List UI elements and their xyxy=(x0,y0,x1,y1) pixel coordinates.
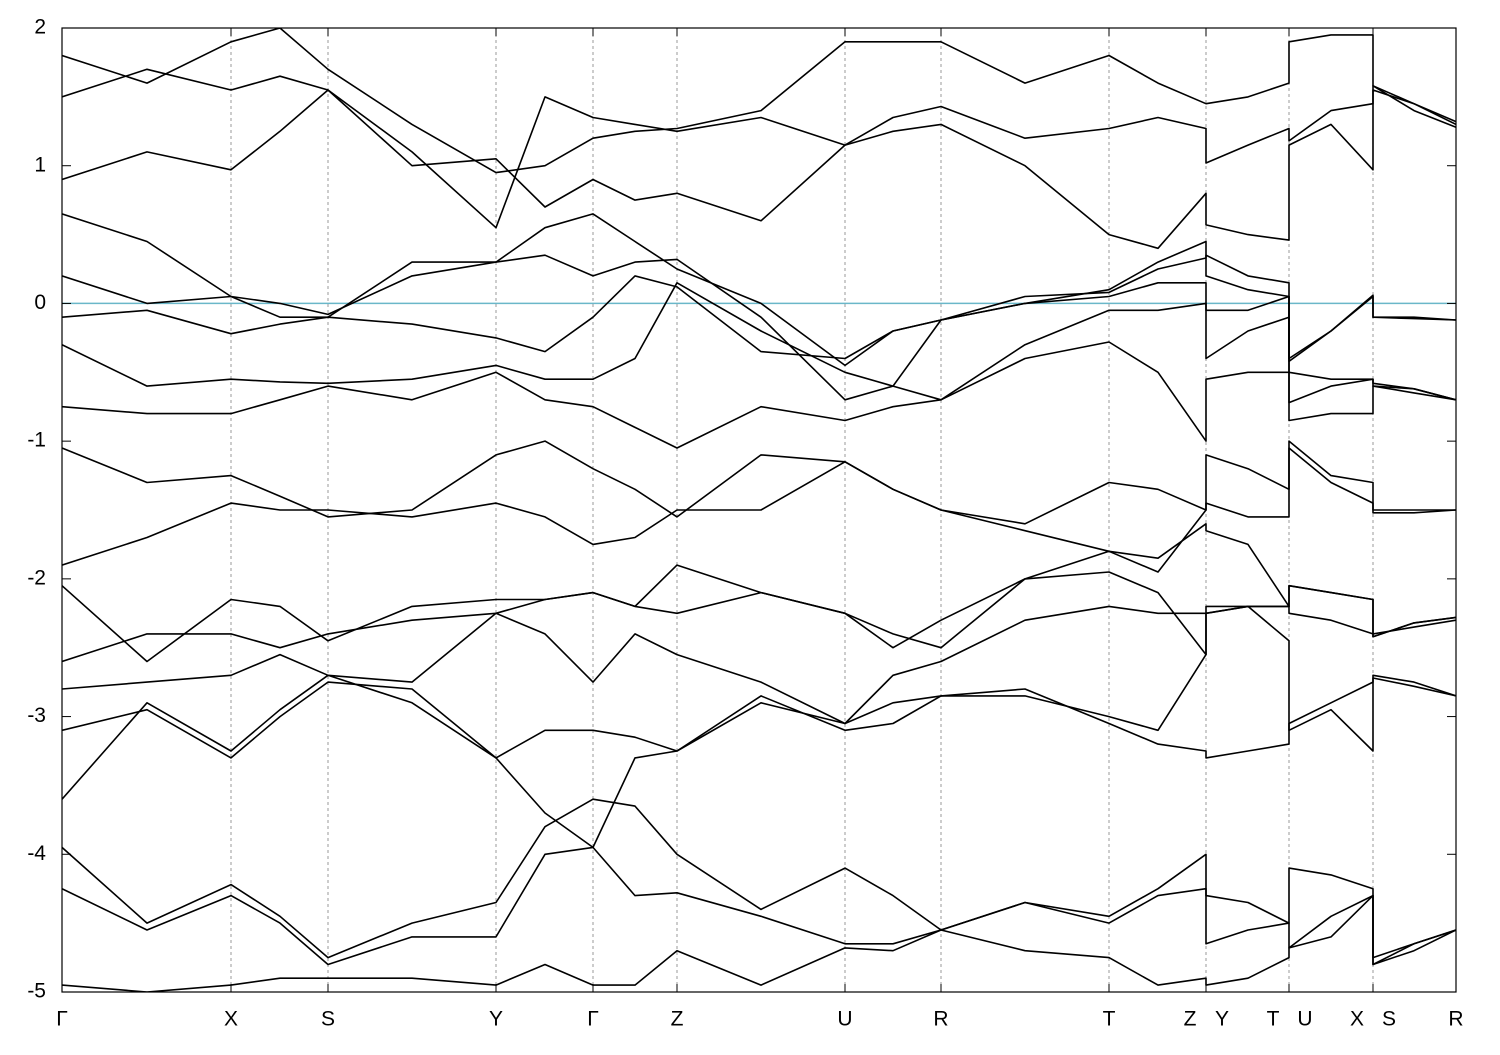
band-line xyxy=(62,282,1456,401)
band-line xyxy=(62,564,1456,663)
plot-frame xyxy=(61,27,1457,993)
x-tick-label: R xyxy=(933,1008,948,1031)
band-line xyxy=(62,213,1456,367)
x-tick-label: Γ xyxy=(587,1008,599,1031)
y-tick-label: -5 xyxy=(27,980,46,1003)
band-line xyxy=(62,846,1456,966)
band-line xyxy=(62,68,1456,229)
x-tick-label: Z xyxy=(1184,1008,1197,1031)
band-line xyxy=(62,254,1456,404)
y-tick-label: 2 xyxy=(34,16,46,39)
x-tick-label: Y xyxy=(489,1008,503,1031)
band-line xyxy=(62,605,1456,725)
x-tick-label: S xyxy=(1382,1008,1396,1031)
x-tick-label: Y xyxy=(1215,1008,1229,1031)
x-tick-label: U xyxy=(1297,1008,1312,1031)
x-tick-label: T xyxy=(1267,1008,1280,1031)
bands xyxy=(62,28,1456,992)
y-tick-label: 0 xyxy=(34,291,46,314)
band-line xyxy=(62,28,1456,174)
y-tick-label: -3 xyxy=(27,704,46,727)
band-line xyxy=(62,894,1456,992)
x-tick-label: R xyxy=(1448,1008,1463,1031)
x-tick-label: S xyxy=(321,1008,335,1031)
band-line xyxy=(62,798,1456,959)
band-line xyxy=(62,341,1456,449)
x-tick-label: U xyxy=(837,1008,852,1031)
x-tick-label: T xyxy=(1103,1008,1116,1031)
band-line xyxy=(62,440,1456,525)
y-tick-label: -2 xyxy=(27,566,46,589)
x-tick-label: Z xyxy=(671,1008,684,1031)
band-line xyxy=(62,605,1456,849)
x-tick-label: X xyxy=(1350,1008,1364,1031)
y-tick-label: -4 xyxy=(27,842,46,865)
x-tick-label: Γ xyxy=(56,1008,68,1031)
x-tick-label: X xyxy=(224,1008,238,1031)
y-tick-label: -1 xyxy=(27,429,46,452)
y-tick-label: 1 xyxy=(34,153,46,176)
band-line xyxy=(62,89,1456,250)
band-line xyxy=(62,674,1456,800)
